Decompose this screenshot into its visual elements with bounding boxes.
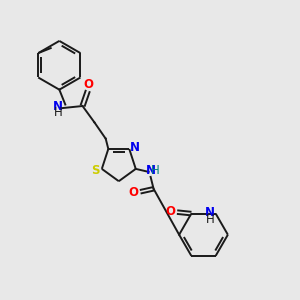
Text: O: O [166, 205, 176, 218]
Text: O: O [129, 186, 139, 199]
Text: N: N [205, 206, 215, 219]
Text: O: O [83, 77, 94, 91]
Text: H: H [206, 213, 215, 226]
Text: H: H [151, 164, 160, 177]
Text: N: N [130, 141, 140, 154]
Text: N: N [53, 100, 63, 113]
Text: H: H [53, 106, 62, 119]
Text: N: N [146, 164, 156, 177]
Text: S: S [91, 164, 100, 177]
